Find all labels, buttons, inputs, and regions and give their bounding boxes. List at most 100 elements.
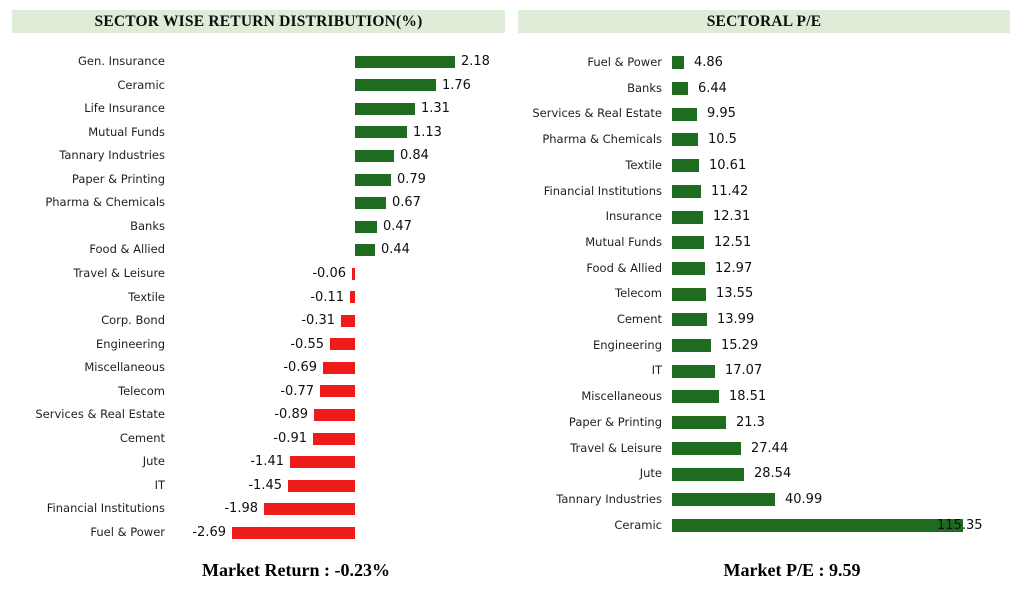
negative-bar [313, 432, 355, 445]
chart-row: Paper & Printing 0.79 [10, 168, 506, 192]
category-label: Tannary Industries [59, 148, 165, 163]
chart-row: Jute 28.54 [518, 461, 1010, 487]
value-label: -2.69 [192, 525, 226, 540]
value-label: 115.35 [937, 517, 983, 533]
chart-row: Mutual Funds 1.13 [10, 121, 506, 145]
chart-row: Banks 0.47 [10, 215, 506, 239]
positive-bar [672, 159, 699, 173]
chart-row: Textile -0.11 [10, 286, 506, 310]
category-label: IT [154, 477, 165, 492]
category-label: Engineering [593, 337, 662, 352]
returns-chart-plot: Gen. Insurance 2.18 Ceramic 1.76 Life Insura… [10, 50, 506, 545]
chart-row: Pharma & Chemicals 0.67 [10, 191, 506, 215]
chart-row: Financial Institutions -1.98 [10, 497, 506, 521]
positive-bar [672, 390, 719, 404]
value-label: 0.79 [397, 171, 426, 187]
category-label: Jute [639, 466, 662, 481]
category-label: Miscellaneous [581, 389, 662, 404]
value-label: 1.76 [442, 77, 471, 93]
chart-row: Mutual Funds 12.51 [518, 230, 1010, 256]
chart-row: Cement 13.99 [518, 307, 1010, 333]
chart-row: Ceramic 1.76 [10, 74, 506, 98]
value-label: -1.98 [224, 501, 258, 517]
value-label: 9.95 [707, 106, 736, 122]
negative-bar [323, 361, 355, 374]
chart-row: Fuel & Power -2.69 [10, 521, 506, 545]
chart-row: Engineering -0.55 [10, 333, 506, 357]
positive-bar [672, 518, 963, 532]
category-label: Telecom [118, 383, 165, 398]
positive-bar [672, 82, 688, 96]
value-label: -1.41 [250, 454, 284, 470]
value-label: -0.91 [273, 430, 307, 446]
negative-bar [288, 479, 355, 492]
chart-row: IT -1.45 [10, 474, 506, 498]
category-label: Miscellaneous [84, 360, 165, 375]
category-label: Textile [625, 157, 662, 172]
value-label: 10.5 [708, 132, 737, 148]
value-label: 21.3 [736, 414, 765, 430]
positive-bar [672, 441, 741, 455]
negative-bar [341, 314, 355, 327]
chart-row: Banks 6.44 [518, 76, 1010, 102]
chart-row: Tannary Industries 40.99 [518, 487, 1010, 513]
value-label: 0.47 [383, 218, 412, 234]
chart-row: Textile 10.61 [518, 153, 1010, 179]
value-label: 6.44 [698, 80, 727, 96]
positive-bar [672, 364, 715, 378]
pe-chart-title: SECTORAL P/E [518, 10, 1010, 33]
value-label: -0.55 [290, 336, 324, 352]
returns-chart-title: SECTOR WISE RETURN DISTRIBUTION(%) [12, 10, 505, 33]
category-label: Paper & Printing [568, 414, 662, 429]
negative-bar [352, 267, 355, 280]
positive-bar [355, 173, 391, 186]
value-label: 2.18 [461, 54, 490, 69]
chart-row: Jute -1.41 [10, 450, 506, 474]
positive-bar [355, 126, 407, 139]
category-label: Travel & Leisure [570, 440, 662, 455]
category-label: Food & Allied [586, 260, 662, 275]
positive-bar [672, 261, 705, 275]
value-label: 11.42 [711, 183, 749, 199]
category-label: Services & Real Estate [532, 106, 662, 121]
positive-bar [672, 493, 775, 507]
chart-row: Corp. Bond -0.31 [10, 309, 506, 333]
category-label: Cement [616, 312, 662, 326]
category-label: Jute [142, 454, 165, 469]
category-label: Food & Allied [89, 242, 165, 257]
chart-row: Life Insurance 1.31 [10, 97, 506, 121]
chart-row: Telecom -0.77 [10, 380, 506, 404]
positive-bar [672, 287, 706, 301]
chart-row: Telecom 13.55 [518, 281, 1010, 307]
positive-bar [672, 133, 698, 147]
negative-bar [232, 526, 355, 539]
chart-row: Miscellaneous 18.51 [518, 384, 1010, 410]
chart-row: Financial Institutions 11.42 [518, 179, 1010, 205]
chart-row: Engineering 15.29 [518, 333, 1010, 359]
category-label: Fuel & Power [90, 525, 165, 539]
category-label: Travel & Leisure [73, 265, 165, 280]
chart-row: IT 17.07 [518, 358, 1010, 384]
value-label: -0.69 [283, 360, 317, 376]
category-label: Banks [627, 80, 662, 95]
category-label: IT [651, 363, 662, 378]
value-label: 12.51 [714, 234, 752, 250]
value-label: 0.84 [400, 148, 429, 164]
positive-bar [672, 236, 704, 250]
chart-row: Pharma & Chemicals 10.5 [518, 127, 1010, 153]
negative-bar [330, 338, 355, 351]
value-label: 13.99 [717, 312, 755, 327]
positive-bar [355, 102, 415, 115]
chart-row: Ceramic 115.35 [518, 513, 1010, 539]
positive-bar [355, 244, 375, 257]
value-label: 13.55 [716, 286, 754, 302]
market-pe-summary: Market P/E : 9.59 [723, 560, 861, 580]
category-label: Financial Institutions [46, 501, 165, 516]
chart-row: Services & Real Estate -0.89 [10, 403, 506, 427]
negative-bar [350, 291, 355, 304]
value-label: 1.31 [421, 101, 450, 117]
chart-row: Services & Real Estate 9.95 [518, 101, 1010, 127]
category-label: Banks [130, 218, 165, 233]
value-label: 4.86 [694, 55, 723, 70]
